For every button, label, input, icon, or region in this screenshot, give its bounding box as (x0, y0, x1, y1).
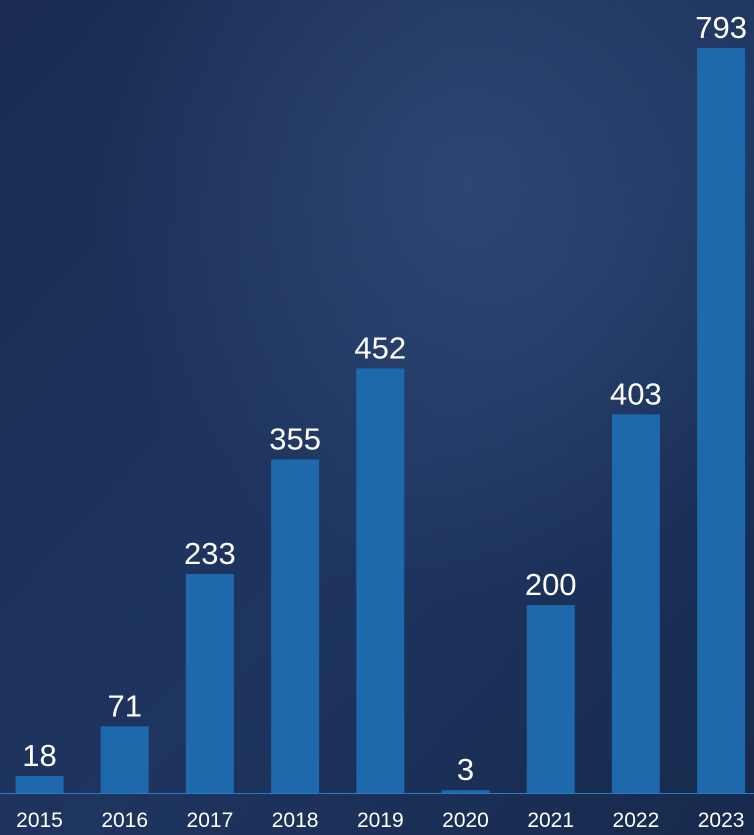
bar-2021 (526, 605, 575, 793)
bar-value-label-2015: 18 (22, 738, 56, 773)
bar-2019 (356, 368, 405, 793)
bar-value-label-2022: 403 (610, 376, 662, 411)
bar-2022 (611, 414, 660, 793)
bar-2023 (697, 48, 746, 793)
bar-value-label-2018: 355 (269, 422, 321, 457)
bar-value-label-2020: 3 (457, 752, 474, 787)
x-tick-label-2018: 2018 (272, 809, 319, 832)
x-tick-label-2023: 2023 (698, 809, 745, 832)
bars-layer (15, 48, 746, 793)
bar-2018 (271, 459, 320, 793)
x-tick-label-2022: 2022 (613, 809, 660, 832)
x-tick-label-2017: 2017 (187, 809, 234, 832)
bar-2016 (100, 726, 149, 793)
bar-value-label-2023: 793 (695, 10, 747, 45)
bar-2020 (441, 790, 490, 793)
x-tick-label-2015: 2015 (16, 809, 63, 832)
bar-value-label-2016: 71 (107, 688, 141, 723)
x-tick-label-2019: 2019 (357, 809, 404, 832)
x-tick-label-2016: 2016 (101, 809, 148, 832)
bar-2015 (15, 776, 64, 793)
value-labels-layer: 18 71 233 355 452 3 200 403 793 (22, 10, 747, 787)
bar-value-label-2019: 452 (354, 330, 406, 365)
bar-value-label-2017: 233 (184, 536, 236, 571)
x-tick-label-2020: 2020 (442, 809, 489, 832)
x-tick-label-2021: 2021 (527, 809, 574, 832)
bar-value-label-2021: 200 (525, 567, 577, 602)
x-tick-labels-layer: 2015 2016 2017 2018 2019 2020 2021 2022 2023 (16, 809, 744, 832)
bar-2017 (185, 574, 234, 793)
